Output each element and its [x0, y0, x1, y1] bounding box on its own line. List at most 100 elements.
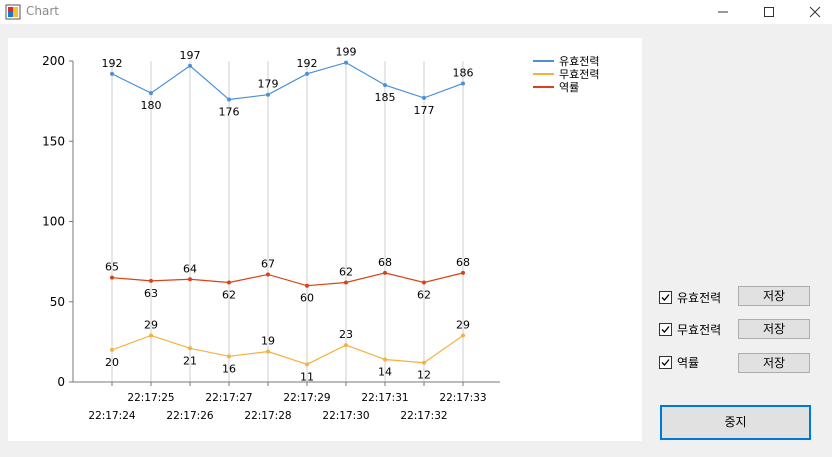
data-point — [383, 270, 387, 275]
data-point — [461, 333, 465, 338]
data-point — [227, 354, 231, 359]
y-tick-label: 200 — [42, 54, 65, 68]
data-label: 11 — [300, 370, 314, 383]
data-point — [422, 280, 426, 285]
minimize-button[interactable] — [700, 0, 746, 24]
series-line — [111, 334, 464, 365]
data-label: 19 — [261, 335, 275, 348]
data-point — [266, 349, 270, 354]
data-point — [461, 270, 465, 275]
data-label: 65 — [105, 261, 119, 274]
data-label: 64 — [183, 262, 197, 275]
line-chart: 0 50 100 150 200 22:17:24 22:17:25 22:17:26 22:1… — [42, 46, 599, 422]
data-label: 29 — [456, 318, 470, 331]
x-tick-label: 22:17:24 — [88, 410, 135, 422]
data-point — [422, 360, 426, 365]
data-label: 14 — [378, 366, 392, 379]
data-label: 62 — [417, 288, 431, 301]
data-point — [110, 71, 114, 76]
data-label: 68 — [456, 256, 470, 269]
save-reactive-power-button[interactable]: 저장 — [738, 319, 810, 339]
data-point — [305, 283, 309, 288]
data-point — [461, 81, 465, 86]
save-active-power-button[interactable]: 저장 — [738, 286, 810, 306]
close-icon — [809, 6, 821, 18]
series-line — [111, 61, 464, 101]
data-label: 20 — [105, 356, 119, 369]
maximize-button[interactable] — [746, 0, 792, 24]
maximize-icon — [764, 7, 774, 17]
minimize-icon — [718, 11, 728, 13]
x-tick-label: 22:17:33 — [439, 392, 486, 404]
data-point — [227, 97, 231, 102]
checkbox-label: 유효전력 — [677, 291, 722, 305]
data-point — [266, 92, 270, 97]
data-label: 177 — [414, 104, 435, 117]
y-tick-label: 50 — [50, 295, 65, 309]
close-button[interactable] — [792, 0, 832, 24]
data-point — [422, 95, 426, 100]
data-label: 12 — [417, 369, 431, 382]
data-label: 23 — [339, 328, 353, 341]
data-point — [188, 277, 192, 282]
checkbox-label: 역률 — [677, 356, 700, 370]
save-power-factor-button[interactable]: 저장 — [738, 353, 810, 373]
data-point — [266, 272, 270, 277]
window-title: Chart — [26, 4, 59, 18]
checkbox-box[interactable] — [659, 323, 672, 336]
x-tick-label: 22:17:30 — [322, 410, 369, 422]
data-label: 60 — [300, 292, 314, 305]
data-point — [383, 357, 387, 362]
data-label: 21 — [183, 354, 197, 367]
checkbox-box[interactable] — [659, 356, 672, 369]
checkmark-icon — [661, 294, 670, 301]
title-bar: Chart — [0, 0, 832, 24]
data-point — [149, 278, 153, 283]
data-label: 16 — [222, 362, 236, 375]
data-point — [383, 83, 387, 88]
data-label: 63 — [144, 287, 158, 300]
checkbox-label: 무효전력 — [677, 323, 722, 337]
legend-label: 유효전력 — [559, 55, 599, 68]
stop-button[interactable]: 중지 — [660, 405, 811, 440]
y-tick-label: 0 — [57, 375, 65, 389]
data-point — [227, 280, 231, 285]
data-label: 62 — [222, 288, 236, 301]
data-label: 67 — [261, 257, 275, 270]
checkmark-icon — [661, 326, 670, 333]
data-label: 192 — [102, 57, 123, 70]
data-label: 179 — [258, 78, 279, 91]
data-point — [305, 362, 309, 367]
x-tick-label: 22:17:27 — [205, 392, 252, 404]
data-point — [188, 63, 192, 68]
y-tick-label: 100 — [42, 215, 65, 229]
data-point — [344, 60, 348, 65]
data-label: 68 — [378, 256, 392, 269]
data-point — [344, 343, 348, 348]
x-tick-label: 22:17:25 — [127, 392, 174, 404]
legend-label: 무효전력 — [559, 68, 599, 81]
series-line — [111, 272, 464, 287]
app-icon — [5, 4, 21, 20]
data-label: 62 — [339, 265, 353, 278]
data-label: 199 — [336, 46, 357, 59]
data-label: 176 — [219, 106, 240, 119]
x-tick-label: 22:17:29 — [283, 392, 330, 404]
data-point — [305, 71, 309, 76]
data-point — [149, 91, 153, 96]
checkbox-box[interactable] — [659, 291, 672, 304]
x-tick-label: 22:17:31 — [361, 392, 408, 404]
legend-label: 역률 — [559, 81, 579, 94]
data-label: 29 — [144, 318, 158, 331]
data-point — [110, 347, 114, 352]
data-point — [344, 280, 348, 285]
x-tick-label: 22:17:26 — [166, 410, 213, 422]
chart-panel: 0 50 100 150 200 22:17:24 22:17:25 22:17:26 22:1… — [8, 38, 642, 441]
y-tick-label: 150 — [42, 134, 65, 148]
data-point — [110, 275, 114, 280]
checkmark-icon — [661, 359, 670, 366]
data-point — [149, 333, 153, 338]
x-tick-label: 22:17:32 — [400, 410, 447, 422]
x-tick-label: 22:17:28 — [244, 410, 291, 422]
data-label: 197 — [180, 49, 201, 62]
